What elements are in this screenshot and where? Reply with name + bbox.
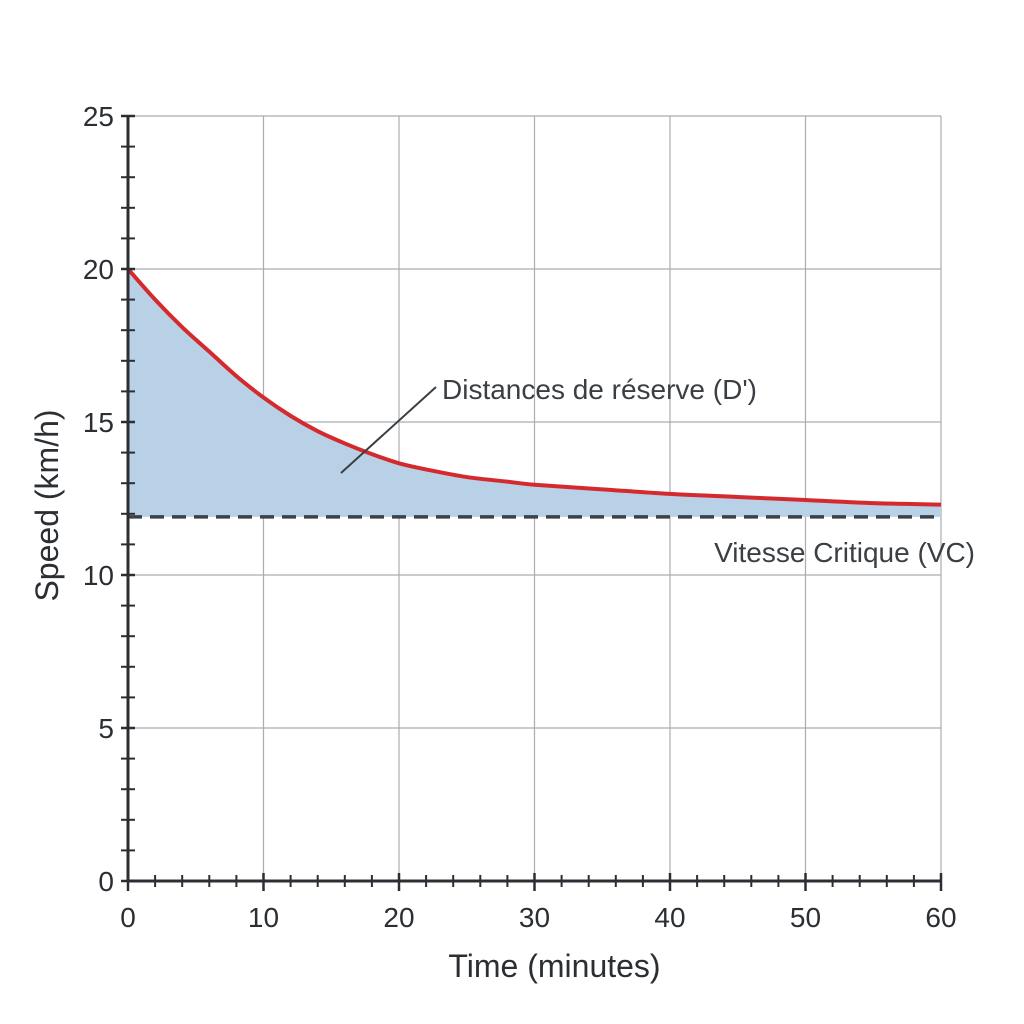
reserve-annotation-leader (340, 386, 437, 474)
y-tick-label: 0 (98, 866, 114, 897)
reserve-area (128, 269, 941, 517)
x-tick-label: 60 (925, 902, 956, 933)
x-tick-label: 20 (383, 902, 414, 933)
x-tick-label: 40 (654, 902, 685, 933)
ticks: 0 5 10 15 20 25 0 10 20 30 40 50 60 (83, 101, 957, 933)
speed-curve (126, 267, 942, 507)
reserve-annotation: Distances de réserve (D') (442, 374, 757, 405)
y-tick-label: 10 (83, 560, 114, 591)
x-tick-label: 10 (248, 902, 279, 933)
y-tick-label: 15 (83, 407, 114, 438)
x-tick-label: 50 (790, 902, 821, 933)
critical-speed-label: Vitesse Critique (VC) (714, 537, 975, 568)
y-tick-label: 20 (83, 254, 114, 285)
y-tick-label: 5 (98, 713, 114, 744)
y-tick-label: 25 (83, 101, 114, 132)
y-axis-title: Speed (km/h) (29, 409, 65, 601)
x-tick-label: 30 (519, 902, 550, 933)
x-tick-label: 0 (120, 902, 136, 933)
x-axis-title: Time (minutes) (448, 948, 660, 984)
